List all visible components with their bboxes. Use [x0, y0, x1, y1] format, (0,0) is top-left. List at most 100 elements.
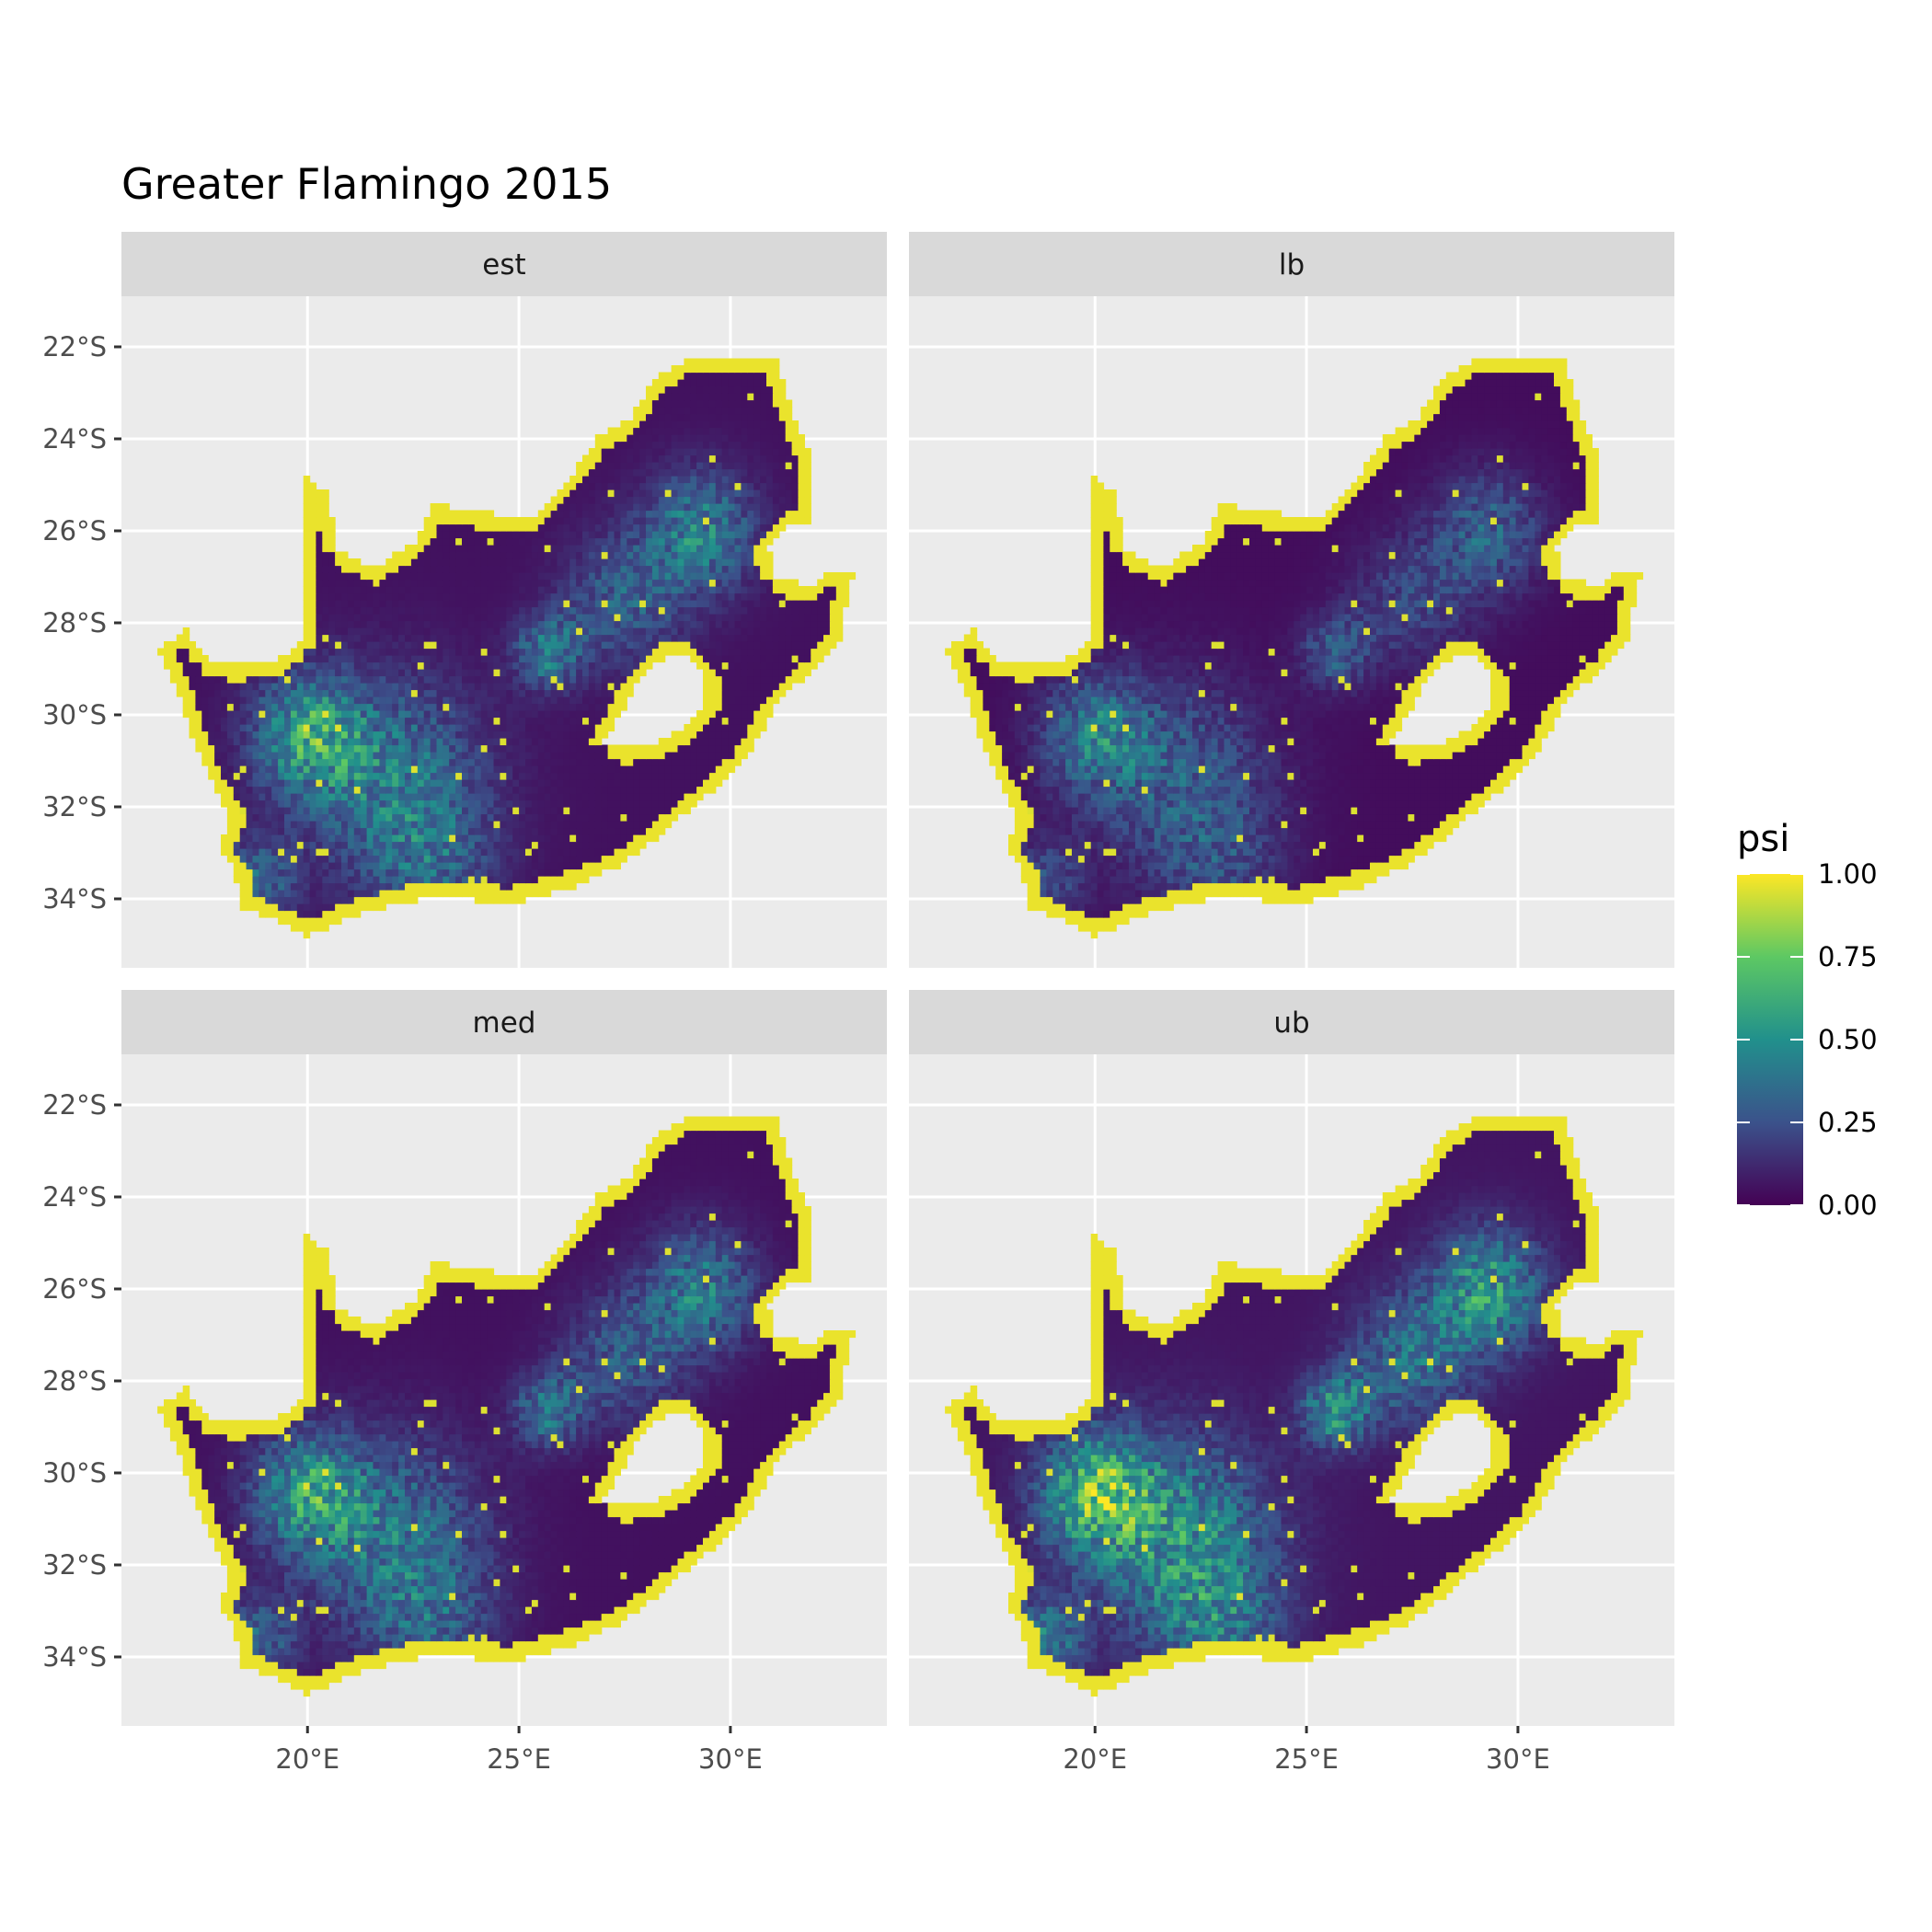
raster-cell: [588, 586, 596, 594]
raster-cell: [506, 744, 513, 753]
raster-cell: [493, 661, 500, 670]
raster-cell: [633, 669, 640, 677]
raster-cell: [430, 827, 438, 835]
raster-cell: [316, 910, 323, 918]
raster-cell: [639, 661, 647, 670]
raster-cell: [627, 551, 634, 559]
raster-cell: [671, 565, 679, 573]
raster-cell: [353, 779, 362, 788]
raster-cell: [658, 517, 666, 525]
raster-cell: [715, 752, 723, 760]
raster-cell: [627, 841, 634, 849]
raster-cell: [715, 696, 723, 705]
raster-cell: [392, 834, 399, 843]
raster-cell: [804, 503, 811, 512]
raster-cell: [449, 627, 456, 636]
raster-cell: [525, 620, 533, 628]
raster-cell: [366, 744, 374, 753]
raster-cell: [398, 882, 406, 891]
raster-cell: [677, 744, 684, 753]
raster-cell: [449, 758, 456, 766]
raster-cell: [721, 752, 730, 760]
raster-cell: [379, 848, 386, 857]
raster-cell: [271, 703, 279, 711]
raster-cell: [360, 592, 368, 601]
raster-cell: [410, 620, 419, 628]
raster-cell: [259, 903, 266, 912]
raster-cell: [379, 765, 386, 774]
raster-cell: [512, 620, 520, 628]
raster-cell: [734, 572, 742, 581]
raster-cell: [798, 448, 805, 456]
raster-cell: [296, 813, 305, 822]
raster-cell: [620, 641, 627, 650]
raster-cell: [328, 614, 336, 622]
raster-cell: [316, 572, 323, 581]
raster-cell: [430, 565, 438, 573]
raster-cell: [284, 772, 292, 780]
raster-cell: [316, 827, 323, 835]
raster-cell: [474, 807, 482, 815]
raster-cell: [430, 614, 438, 622]
raster-cell: [703, 385, 710, 394]
raster-cell: [405, 648, 412, 656]
raster-cell: [347, 648, 355, 656]
raster-cell: [614, 655, 621, 663]
raster-cell: [347, 669, 355, 677]
raster-cell: [651, 799, 660, 808]
raster-cell: [671, 744, 679, 753]
raster-cell: [601, 537, 609, 546]
raster-cell: [658, 813, 666, 822]
raster-cell: [309, 744, 317, 753]
raster-cell: [639, 614, 647, 622]
raster-cell: [265, 910, 272, 918]
raster-cell: [335, 620, 342, 628]
raster-cell: [741, 579, 748, 587]
raster-cell: [708, 627, 717, 636]
raster-cell: [500, 730, 507, 739]
raster-cell: [201, 717, 209, 725]
raster-cell: [405, 827, 412, 835]
raster-cell: [708, 648, 717, 656]
raster-cell: [728, 572, 736, 581]
raster-cell: [569, 689, 577, 697]
raster-cell: [303, 655, 311, 663]
raster-cell: [462, 793, 469, 801]
raster-cell: [557, 882, 564, 891]
raster-cell: [189, 696, 196, 705]
raster-cell: [772, 482, 780, 490]
raster-cell: [506, 545, 513, 553]
raster-cell: [563, 537, 570, 546]
raster-cell: [785, 427, 793, 435]
raster-cell: [436, 703, 443, 711]
raster-cell: [696, 655, 704, 663]
raster-cell: [594, 827, 603, 835]
raster-cell: [506, 648, 513, 656]
raster-cell: [651, 600, 660, 608]
raster-cell: [341, 641, 349, 650]
raster-cell: [671, 572, 679, 581]
raster-cell: [259, 661, 266, 670]
raster-cell: [252, 669, 259, 677]
raster-cell: [525, 882, 533, 891]
raster-cell: [252, 903, 259, 912]
raster-cell: [563, 634, 570, 642]
raster-cell: [436, 531, 443, 539]
raster-cell: [443, 669, 450, 677]
raster-cell: [379, 855, 386, 863]
raster-cell: [410, 627, 419, 636]
raster-cell: [747, 413, 754, 421]
raster-cell: [785, 510, 793, 518]
raster-cell: [677, 531, 684, 539]
raster-cell: [449, 890, 456, 898]
raster-cell: [785, 683, 793, 691]
raster-cell: [658, 634, 666, 642]
raster-cell: [353, 752, 362, 760]
raster-cell: [316, 890, 323, 898]
raster-cell: [557, 724, 564, 732]
raster-cell: [309, 917, 317, 926]
raster-cell: [226, 793, 235, 801]
raster-cell: [506, 558, 513, 567]
raster-cell: [588, 724, 596, 732]
raster-cell: [360, 655, 368, 663]
